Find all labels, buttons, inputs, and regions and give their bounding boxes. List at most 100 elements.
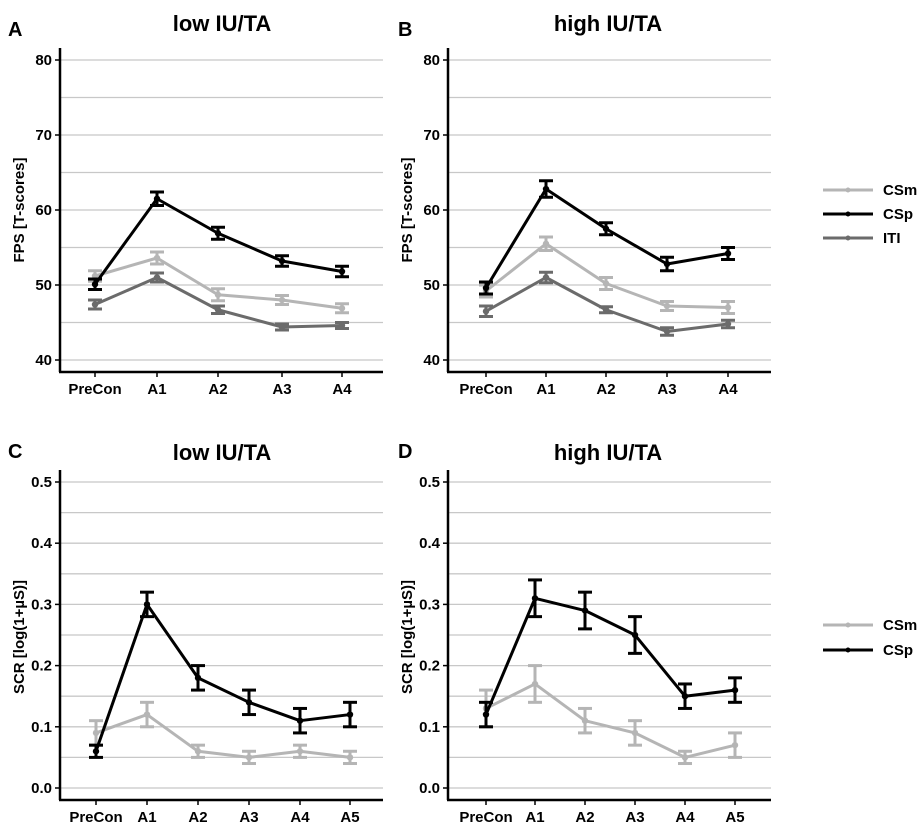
panel-title: low IU/TA [173, 440, 272, 465]
data-point [731, 741, 739, 749]
data-point [194, 674, 202, 682]
series-ITI [88, 271, 349, 332]
y-tick-label: 80 [35, 52, 52, 69]
data-point [153, 274, 161, 281]
y-tick-label: 0.1 [419, 719, 440, 736]
y-tick-label: 60 [35, 202, 52, 219]
y-tick-label: 0.0 [31, 780, 52, 797]
y-tick-label: 80 [423, 52, 440, 69]
data-point [214, 230, 222, 237]
x-tick-label: A2 [596, 381, 615, 398]
series-CSp [479, 578, 742, 729]
data-point [153, 254, 161, 262]
data-point [482, 284, 490, 292]
y-tick-label: 0.4 [31, 535, 53, 552]
data-point [681, 693, 689, 700]
legend-label-CSm: CSm [883, 617, 917, 634]
x-tick-label: A5 [340, 809, 359, 826]
panel-title: high IU/TA [554, 11, 662, 36]
x-tick-label: A4 [718, 381, 738, 398]
panel-C: 0.0 0.1 0.2 0.3 0.4 0.5 PreCon A1 A2 A3 A4 A5 SCR [l… [8, 440, 383, 826]
x-tick-label: A4 [290, 809, 310, 826]
y-tick-label: 0.2 [31, 658, 52, 675]
series-line-CSp [484, 596, 736, 716]
series-line-CSm [485, 682, 736, 759]
data-point [214, 306, 222, 313]
panel-B: 40 50 60 70 80 PreCon A1 A2 A3 A4 FPS [T-scores] B h… [398, 11, 771, 398]
series-line-CSm [485, 242, 729, 309]
y-tick-label: 40 [35, 352, 52, 369]
y-tick-label: 60 [423, 202, 440, 219]
data-point [338, 305, 346, 312]
x-tick-label: A4 [675, 809, 695, 826]
legend: CSm CSp ITI [823, 182, 917, 247]
data-point [346, 711, 354, 718]
data-point [296, 748, 304, 755]
legend-marker-CSp [845, 211, 851, 217]
data-point [663, 260, 671, 268]
data-point [346, 754, 354, 761]
series-CSm [89, 700, 357, 766]
series-line-CSp [93, 197, 343, 286]
series-CSm [88, 250, 349, 315]
data-point [338, 322, 346, 329]
data-point [663, 328, 671, 335]
data-point [631, 729, 639, 737]
data-point [731, 686, 739, 694]
y-tick-label: 0.1 [31, 719, 52, 736]
panel-letter: C [8, 441, 22, 463]
data-point [724, 250, 732, 257]
data-point [542, 240, 550, 247]
data-point [245, 699, 253, 706]
data-point [602, 306, 610, 313]
series-CSp [479, 179, 735, 296]
data-point [91, 281, 99, 288]
data-point [482, 711, 490, 718]
legend: CSm CSp [823, 617, 917, 659]
legend-marker-CSp [845, 647, 851, 653]
x-tick-label: A3 [272, 381, 291, 398]
x-tick-label: PreCon [69, 809, 122, 826]
legend-marker-ITI [845, 235, 851, 241]
data-point [482, 308, 490, 315]
data-point [296, 717, 304, 724]
y-axis-title: SCR [log(1+µS)] [399, 580, 416, 694]
y-tick-label: 40 [423, 352, 440, 369]
x-tick-label: A3 [657, 381, 676, 398]
data-point [278, 323, 286, 331]
data-point [143, 601, 151, 608]
x-tick-label: A3 [239, 809, 258, 826]
data-point [194, 748, 202, 755]
data-point [631, 631, 639, 639]
data-point [143, 711, 151, 718]
data-point [153, 195, 161, 202]
data-point [278, 257, 286, 265]
panel-title: high IU/TA [554, 440, 662, 465]
data-point [531, 680, 539, 688]
series-CSm [479, 664, 742, 766]
data-point [581, 607, 589, 614]
y-tick-label: 50 [423, 277, 440, 294]
y-axis-title: FPS [T-scores] [11, 157, 28, 262]
data-point [602, 280, 610, 287]
y-tick-label: 70 [423, 127, 440, 144]
x-tick-label: A3 [625, 809, 644, 826]
x-tick-label: PreCon [459, 381, 512, 398]
x-tick-label: A2 [188, 809, 207, 826]
y-tick-label: 0.5 [31, 474, 52, 491]
x-tick-label: A2 [575, 809, 594, 826]
y-tick-label: 0.2 [419, 658, 440, 675]
y-tick-label: 0.5 [419, 474, 440, 491]
data-point [724, 320, 732, 328]
data-point [581, 717, 589, 724]
data-point [214, 291, 222, 298]
series-line-CSp [484, 187, 729, 289]
panel-letter: B [398, 19, 412, 41]
y-tick-label: 0.3 [419, 596, 440, 613]
panel-letter: D [398, 441, 412, 463]
x-tick-label: A1 [147, 381, 166, 398]
series-CSp [88, 190, 349, 291]
data-point [724, 304, 732, 311]
data-point [542, 274, 550, 281]
